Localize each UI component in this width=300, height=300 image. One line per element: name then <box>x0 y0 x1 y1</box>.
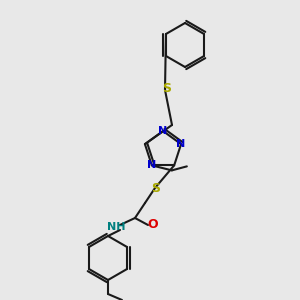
Text: S: S <box>163 82 172 94</box>
Text: S: S <box>152 182 160 194</box>
Text: O: O <box>148 218 158 232</box>
Text: N: N <box>158 126 168 136</box>
Text: N: N <box>147 160 157 170</box>
Text: N: N <box>176 139 186 149</box>
Text: NH: NH <box>107 222 125 232</box>
